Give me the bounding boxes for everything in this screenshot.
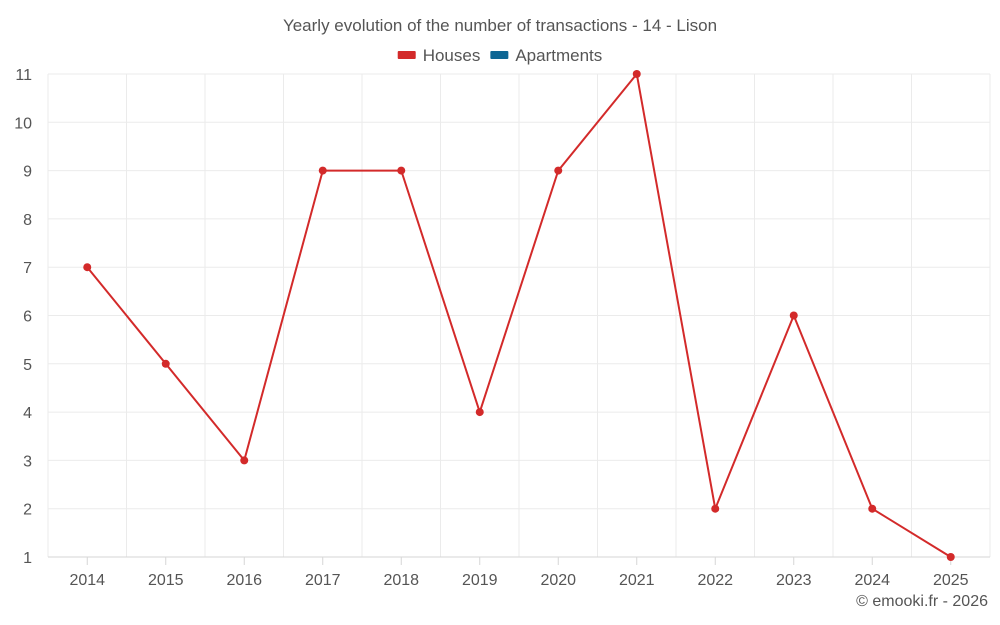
data-point[interactable] <box>711 504 720 513</box>
data-point[interactable] <box>946 553 955 561</box>
x-axis-ticks: 2014 2015 2016 2017 2018 2019 2020 2021 2022 2023… <box>69 557 969 589</box>
legend-swatch-houses <box>397 51 416 59</box>
x-tick-label: 2022 <box>697 572 733 589</box>
data-point[interactable] <box>83 263 92 272</box>
y-tick-label: 11 <box>15 67 32 84</box>
data-point[interactable] <box>161 359 170 368</box>
x-tick-label: 2018 <box>383 572 419 589</box>
data-point[interactable] <box>475 408 484 417</box>
data-point[interactable] <box>632 70 641 78</box>
x-tick-label: 2020 <box>540 572 576 589</box>
y-tick-label: 3 <box>23 453 32 470</box>
legend-item-houses[interactable]: Houses <box>423 46 481 65</box>
y-tick-label: 9 <box>23 164 32 181</box>
data-point[interactable] <box>397 166 406 175</box>
y-tick-label: 2 <box>23 502 32 519</box>
legend: Houses Apartments <box>397 46 602 65</box>
grid <box>47 73 991 558</box>
x-tick-label: 2014 <box>69 572 105 589</box>
data-point[interactable] <box>789 311 798 320</box>
data-point[interactable] <box>240 456 249 465</box>
data-point[interactable] <box>868 504 877 513</box>
x-tick-label: 2017 <box>305 572 341 589</box>
y-tick-label: 6 <box>23 309 32 326</box>
series-layer <box>83 70 955 561</box>
y-axis-ticks: 1 2 3 4 5 6 7 8 9 10 11 <box>14 67 32 567</box>
series-line-houses <box>86 71 952 558</box>
x-tick-label: 2024 <box>854 572 890 589</box>
x-tick-label: 2016 <box>226 572 262 589</box>
x-tick-label: 2025 <box>933 572 969 589</box>
legend-item-apartments[interactable]: Apartments <box>515 46 602 65</box>
data-point[interactable] <box>318 166 327 175</box>
x-tick-label: 2019 <box>462 572 498 589</box>
y-tick-label: 4 <box>23 405 32 422</box>
chart-title: Yearly evolution of the number of transa… <box>283 16 717 35</box>
y-tick-label: 8 <box>23 212 32 229</box>
y-tick-label: 10 <box>14 115 32 132</box>
legend-swatch-apartments <box>490 51 509 59</box>
x-tick-label: 2021 <box>619 572 655 589</box>
y-tick-label: 5 <box>23 357 32 374</box>
data-point[interactable] <box>554 166 563 175</box>
x-tick-label: 2015 <box>148 572 184 589</box>
credit-text: © emooki.fr - 2026 <box>856 593 988 610</box>
y-tick-label: 1 <box>23 550 32 567</box>
x-tick-label: 2023 <box>776 572 812 589</box>
y-tick-label: 7 <box>23 260 32 277</box>
